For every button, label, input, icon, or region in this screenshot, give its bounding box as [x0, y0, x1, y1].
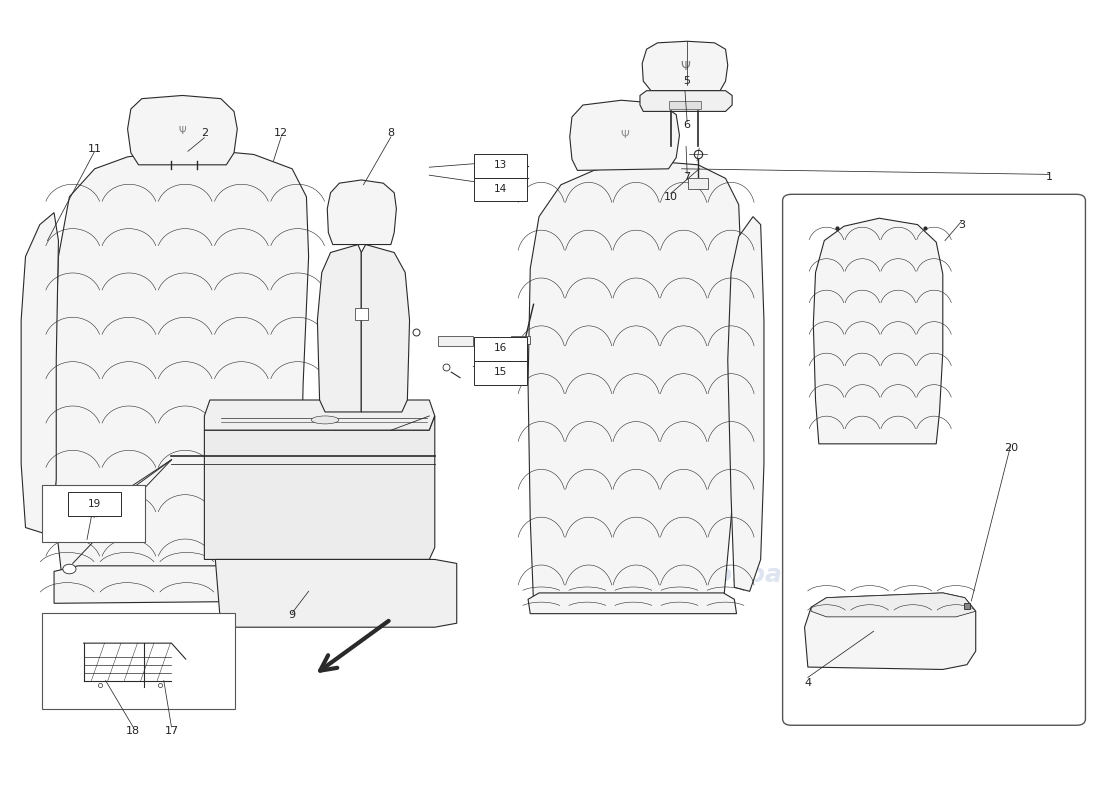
Polygon shape	[205, 416, 434, 559]
FancyBboxPatch shape	[68, 493, 121, 516]
Text: 20: 20	[1004, 443, 1018, 453]
Text: 3: 3	[958, 220, 965, 230]
Text: 10: 10	[663, 192, 678, 202]
Bar	[510, 336, 530, 344]
Polygon shape	[728, 217, 764, 591]
Polygon shape	[328, 180, 396, 245]
Text: eurospares: eurospares	[120, 563, 278, 587]
Bar	[438, 336, 473, 346]
Text: eurospares: eurospares	[669, 563, 826, 587]
Text: 1: 1	[1046, 172, 1053, 182]
FancyBboxPatch shape	[474, 361, 527, 385]
Text: 14: 14	[494, 184, 507, 194]
Polygon shape	[528, 593, 737, 614]
Polygon shape	[528, 161, 742, 603]
Text: eurospares: eurospares	[120, 324, 278, 348]
Polygon shape	[128, 95, 238, 165]
Bar	[689, 178, 708, 189]
Text: 5: 5	[684, 76, 691, 86]
Polygon shape	[54, 149, 309, 575]
Text: 17: 17	[164, 726, 178, 736]
Polygon shape	[21, 213, 58, 535]
Text: 11: 11	[88, 144, 101, 154]
Text: 13: 13	[494, 160, 507, 170]
Polygon shape	[318, 245, 361, 412]
Bar	[669, 101, 702, 109]
Bar	[354, 308, 367, 320]
Polygon shape	[804, 593, 976, 670]
Polygon shape	[640, 90, 733, 111]
Circle shape	[63, 564, 76, 574]
Text: 8: 8	[387, 128, 395, 138]
Text: Ψ: Ψ	[178, 126, 186, 135]
Text: 4: 4	[804, 678, 812, 688]
Polygon shape	[205, 400, 434, 430]
Text: 12: 12	[274, 128, 288, 138]
Polygon shape	[361, 245, 409, 412]
Polygon shape	[642, 42, 728, 90]
Text: 15: 15	[494, 367, 507, 377]
Polygon shape	[813, 218, 943, 444]
Text: ⚙: ⚙	[87, 507, 100, 521]
FancyBboxPatch shape	[474, 178, 527, 202]
Text: 2: 2	[201, 128, 208, 138]
Polygon shape	[216, 559, 456, 627]
Text: 18: 18	[126, 726, 140, 736]
Text: 7: 7	[683, 172, 691, 182]
FancyBboxPatch shape	[474, 154, 527, 178]
Text: 16: 16	[494, 343, 507, 353]
Text: 19: 19	[88, 498, 101, 509]
Text: 9: 9	[288, 610, 296, 620]
FancyBboxPatch shape	[782, 194, 1086, 726]
Polygon shape	[54, 566, 315, 603]
FancyBboxPatch shape	[474, 337, 527, 361]
Text: eurospares: eurospares	[559, 324, 717, 348]
Polygon shape	[570, 100, 680, 170]
Ellipse shape	[311, 416, 339, 424]
Text: Ψ: Ψ	[680, 60, 690, 74]
FancyBboxPatch shape	[42, 486, 145, 542]
Text: Ψ: Ψ	[620, 130, 629, 139]
Polygon shape	[811, 593, 976, 617]
Text: 6: 6	[684, 120, 691, 130]
FancyBboxPatch shape	[42, 613, 235, 710]
